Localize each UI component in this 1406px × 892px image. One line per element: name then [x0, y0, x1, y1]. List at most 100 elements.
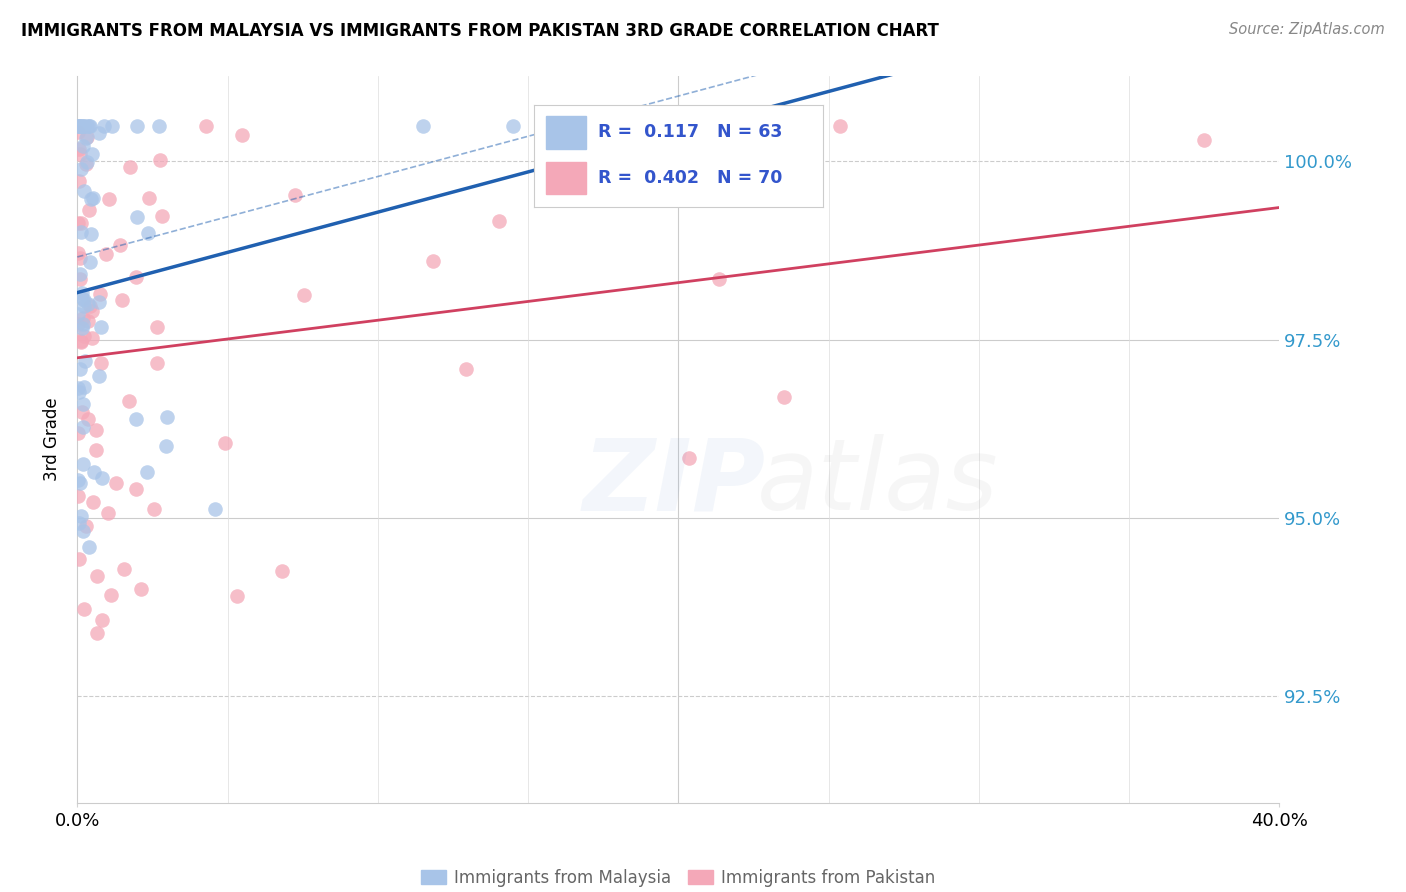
- Point: [226, 589, 249, 603]
- Point: [66, 317, 89, 331]
- Point: [150, 210, 173, 224]
- Point: [136, 226, 159, 240]
- Point: [79, 119, 101, 133]
- Point: [73, 119, 96, 133]
- Point: [69, 142, 91, 156]
- Point: [90, 320, 112, 334]
- Point: [67, 552, 90, 566]
- Point: [72, 457, 94, 471]
- Point: [70, 291, 93, 305]
- Point: [89, 287, 111, 301]
- Point: [70, 334, 93, 348]
- Point: [292, 288, 315, 302]
- Point: [1194, 133, 1216, 147]
- Point: [69, 508, 91, 523]
- Point: [100, 588, 122, 602]
- Point: [70, 334, 93, 349]
- Point: [112, 562, 135, 576]
- Point: [72, 397, 94, 411]
- Point: [75, 519, 97, 533]
- Point: [125, 270, 148, 285]
- Point: [76, 157, 98, 171]
- Point: [93, 119, 115, 133]
- Point: [231, 128, 253, 143]
- Point: [96, 247, 118, 261]
- Point: [195, 119, 218, 133]
- Point: [91, 471, 114, 485]
- Point: [284, 188, 307, 202]
- Text: Source: ZipAtlas.com: Source: ZipAtlas.com: [1229, 22, 1385, 37]
- Point: [138, 191, 160, 205]
- Point: [73, 602, 96, 616]
- Point: [149, 153, 172, 167]
- Point: [66, 473, 89, 487]
- Point: [73, 299, 96, 313]
- Point: [87, 126, 110, 140]
- Point: [270, 565, 292, 579]
- Point: [214, 435, 236, 450]
- Point: [84, 423, 107, 437]
- Point: [70, 320, 93, 334]
- Point: [87, 368, 110, 383]
- Point: [100, 119, 122, 133]
- Point: [129, 582, 152, 596]
- Point: [72, 138, 94, 153]
- Point: [70, 405, 93, 419]
- Text: atlas: atlas: [756, 434, 998, 532]
- Text: IMMIGRANTS FROM MALAYSIA VS IMMIGRANTS FROM PAKISTAN 3RD GRADE CORRELATION CHART: IMMIGRANTS FROM MALAYSIA VS IMMIGRANTS F…: [21, 22, 939, 40]
- Point: [69, 385, 91, 400]
- Point: [69, 475, 91, 490]
- Point: [125, 482, 148, 496]
- Point: [77, 412, 100, 426]
- Point: [77, 203, 100, 218]
- Point: [146, 356, 169, 370]
- Point: [678, 451, 700, 466]
- Point: [117, 394, 139, 409]
- Point: [79, 299, 101, 313]
- Point: [70, 285, 93, 300]
- Point: [72, 317, 94, 331]
- Point: [66, 119, 89, 133]
- Point: [72, 380, 94, 394]
- Legend: Immigrants from Malaysia, Immigrants from Pakistan: Immigrants from Malaysia, Immigrants fro…: [415, 862, 942, 892]
- Point: [76, 155, 98, 169]
- Point: [707, 272, 730, 286]
- Point: [125, 210, 148, 224]
- Point: [76, 130, 98, 145]
- Point: [110, 238, 132, 252]
- Point: [69, 146, 91, 161]
- Point: [91, 613, 114, 627]
- Point: [70, 162, 93, 177]
- Point: [86, 569, 108, 583]
- Point: [67, 119, 90, 133]
- Point: [66, 215, 89, 229]
- Point: [76, 297, 98, 311]
- Point: [69, 272, 91, 286]
- Point: [67, 246, 90, 260]
- Point: [148, 119, 170, 133]
- Point: [83, 465, 105, 479]
- Point: [155, 439, 177, 453]
- Point: [422, 254, 444, 268]
- Point: [204, 502, 226, 516]
- Point: [80, 227, 103, 241]
- Point: [104, 476, 127, 491]
- Point: [772, 391, 794, 405]
- Point: [82, 495, 104, 509]
- Point: [75, 130, 97, 145]
- Point: [456, 362, 478, 376]
- Point: [156, 409, 179, 424]
- Point: [73, 328, 96, 343]
- Point: [90, 356, 112, 370]
- Point: [127, 119, 149, 133]
- Point: [66, 426, 89, 441]
- Point: [136, 465, 159, 479]
- Point: [67, 516, 90, 531]
- Point: [77, 541, 100, 555]
- Point: [66, 125, 89, 139]
- Point: [87, 294, 110, 309]
- Point: [66, 489, 89, 503]
- Point: [66, 307, 89, 321]
- Point: [77, 314, 100, 328]
- Point: [502, 119, 524, 133]
